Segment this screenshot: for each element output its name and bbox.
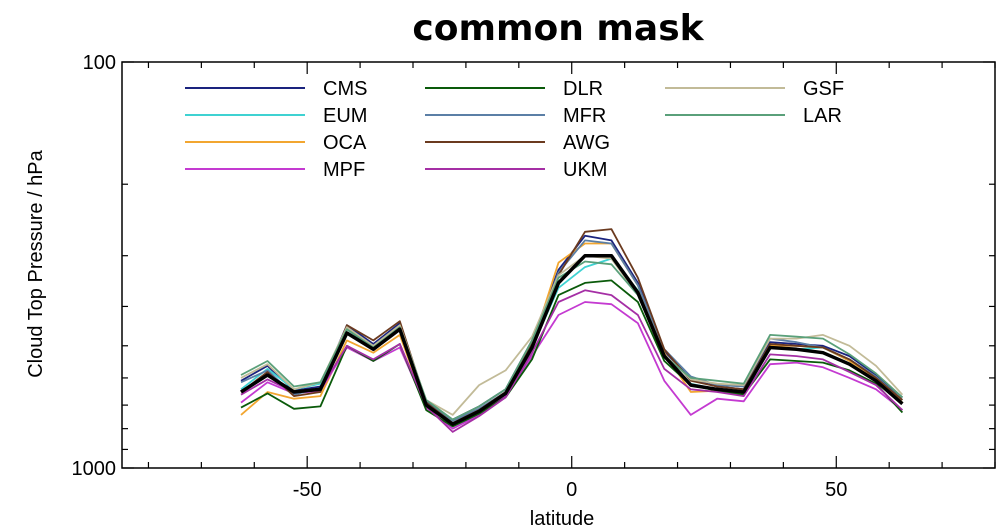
chart-title: common mask bbox=[412, 8, 704, 49]
y-tick-label: 1000 bbox=[72, 458, 117, 480]
legend-label-mfr: MFR bbox=[563, 105, 606, 127]
series-line-gsf bbox=[240, 254, 904, 416]
series-lines bbox=[240, 228, 904, 433]
legend-label-gsf: GSF bbox=[803, 78, 844, 100]
legend-label-oca: OCA bbox=[323, 132, 367, 154]
x-tick-label: 50 bbox=[825, 479, 847, 501]
series-line-awg bbox=[240, 228, 903, 424]
x-axis-label: latitude bbox=[530, 508, 595, 529]
legend-label-cms: CMS bbox=[323, 78, 367, 100]
y-tick-label: 100 bbox=[83, 52, 116, 74]
legend-label-ukm: UKM bbox=[563, 159, 607, 181]
series-line-cms bbox=[240, 234, 903, 421]
x-tick-label: 0 bbox=[566, 479, 577, 501]
plot-frame bbox=[121, 61, 996, 469]
legend-label-lar: LAR bbox=[803, 105, 842, 127]
legend: CMS EUM OCA MPF DLR MFR AWG UKM GSF LAR bbox=[185, 78, 844, 181]
series-line-mpf bbox=[240, 301, 903, 430]
legend-label-awg: AWG bbox=[563, 132, 610, 154]
legend-label-dlr: DLR bbox=[563, 78, 603, 100]
y-axis-label: Cloud Top Pressure / hPa bbox=[25, 149, 47, 377]
series-line-ukm bbox=[240, 289, 904, 433]
plot-area: -50 0 50 100 1000 bbox=[72, 52, 996, 501]
series-line-mean bbox=[240, 253, 904, 426]
legend-label-mpf: MPF bbox=[323, 159, 365, 181]
legend-label-eum: EUM bbox=[323, 105, 367, 127]
x-tick-label: -50 bbox=[293, 479, 322, 501]
